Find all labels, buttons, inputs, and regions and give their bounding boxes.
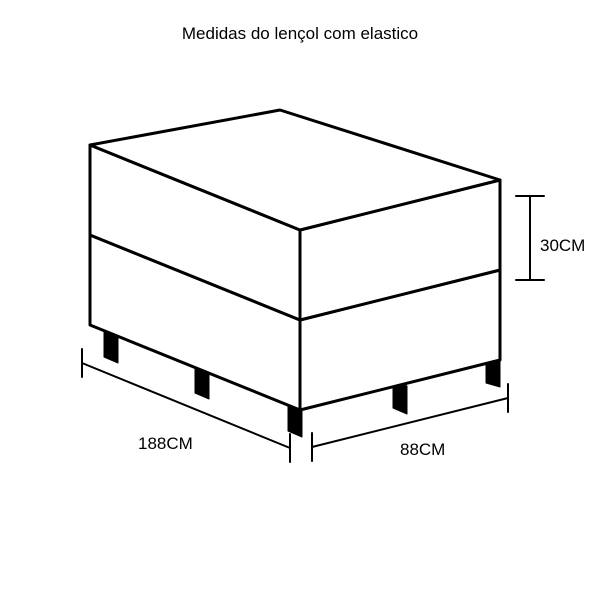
- title: Medidas do lençol com elastico: [0, 24, 600, 44]
- bed-diagram: [0, 0, 600, 600]
- width-label: 88CM: [400, 440, 445, 460]
- length-label: 188CM: [138, 434, 193, 454]
- height-label: 30CM: [540, 236, 585, 256]
- diagram-canvas: Medidas do lençol com elastico 188CM 88C…: [0, 0, 600, 600]
